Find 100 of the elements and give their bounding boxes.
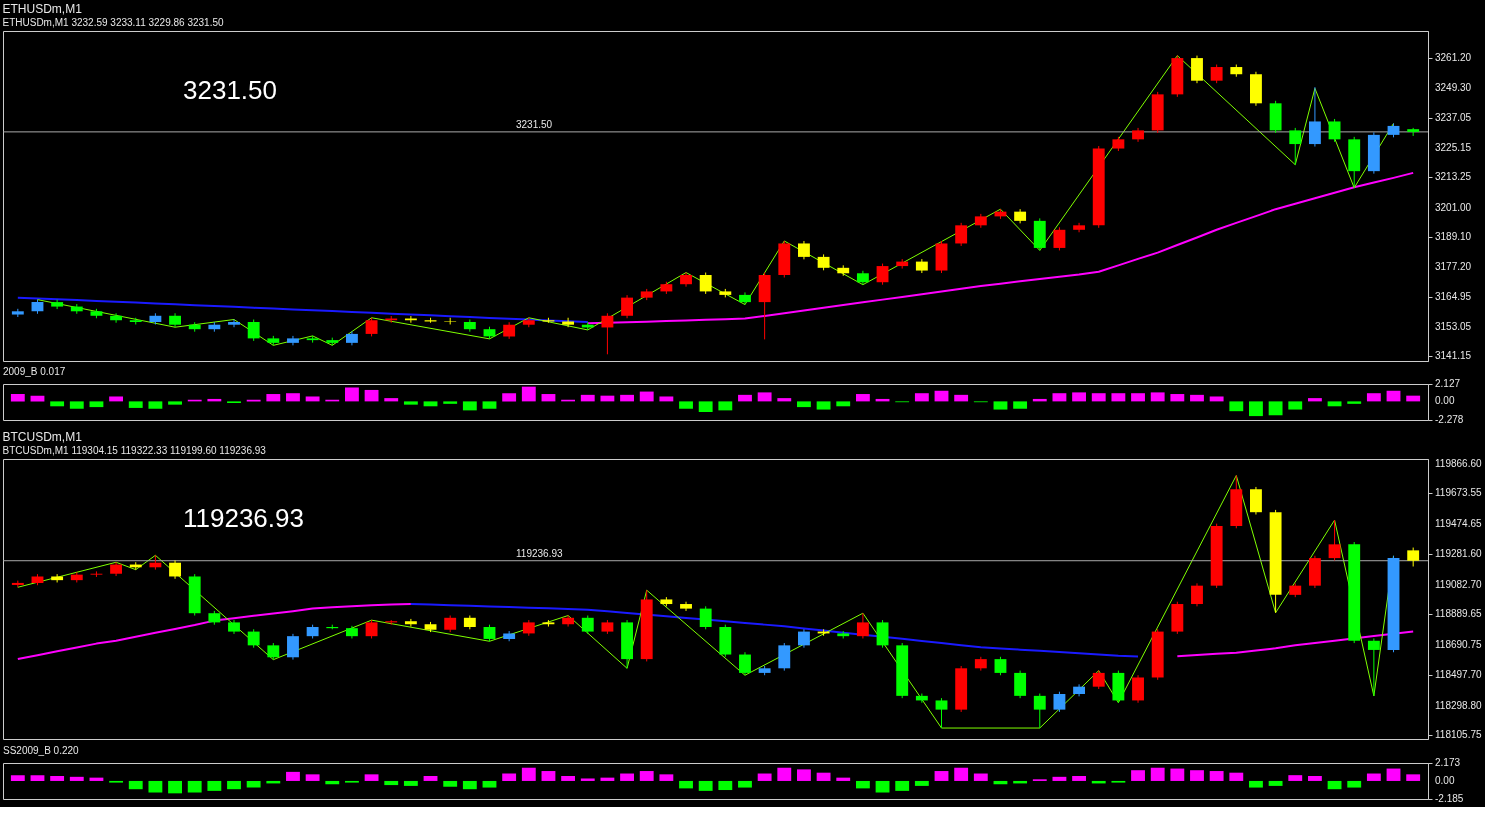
candlestick bbox=[935, 697, 948, 729]
candlestick bbox=[1191, 582, 1203, 607]
candlestick bbox=[739, 291, 751, 306]
bar bbox=[1249, 780, 1263, 788]
line-series bbox=[16, 296, 589, 323]
bar bbox=[148, 401, 163, 409]
bar bbox=[1268, 780, 1283, 786]
candlestick bbox=[1092, 670, 1105, 690]
bar bbox=[954, 767, 969, 781]
bar bbox=[1366, 773, 1381, 781]
line-series bbox=[16, 603, 412, 661]
candlestick bbox=[1328, 519, 1341, 561]
bar bbox=[620, 394, 634, 402]
candlestick bbox=[1407, 547, 1420, 567]
bar bbox=[1327, 780, 1342, 790]
bar bbox=[1347, 780, 1362, 788]
bar bbox=[384, 398, 399, 402]
bar bbox=[69, 401, 84, 409]
bar bbox=[1386, 768, 1401, 781]
bar bbox=[1170, 768, 1185, 781]
bar bbox=[1406, 774, 1421, 781]
y-tick-label: 118298.80 bbox=[1435, 699, 1482, 711]
bar bbox=[895, 780, 910, 791]
candlestick bbox=[621, 294, 633, 319]
bar bbox=[1366, 393, 1381, 402]
bar bbox=[816, 401, 831, 410]
bar bbox=[286, 771, 300, 781]
bar bbox=[580, 394, 595, 402]
bar bbox=[738, 394, 752, 402]
y-tick-label: 3189.10 bbox=[1435, 231, 1472, 243]
bar bbox=[1131, 393, 1145, 402]
bar bbox=[757, 773, 772, 781]
bar bbox=[443, 401, 458, 404]
bar bbox=[1111, 393, 1126, 402]
y-tick-label: 3225.15 bbox=[1435, 141, 1472, 153]
bar bbox=[168, 780, 182, 794]
bar bbox=[797, 769, 811, 781]
ref-line-label: 119236.93 bbox=[516, 547, 563, 559]
bar bbox=[482, 780, 497, 788]
bar bbox=[954, 394, 969, 402]
bar bbox=[1209, 771, 1224, 781]
y-tick-label: 119673.55 bbox=[1435, 487, 1482, 499]
bar bbox=[384, 780, 399, 786]
bar bbox=[286, 393, 300, 402]
chart-title: BTCUSDm,M1 bbox=[2, 429, 83, 444]
y-tick-label: 3177.20 bbox=[1435, 260, 1472, 272]
candlestick bbox=[955, 222, 968, 247]
candlestick bbox=[1132, 674, 1144, 704]
y-tick-label: 0.00 bbox=[1435, 395, 1455, 407]
ref-line-label: 3231.50 bbox=[516, 118, 553, 130]
y-tick-label: 2.127 bbox=[1435, 378, 1461, 389]
line-series bbox=[36, 55, 1395, 346]
bar bbox=[875, 780, 890, 793]
bar bbox=[207, 780, 222, 791]
y-tick-label: -2.185 bbox=[1435, 793, 1464, 804]
chart-title: ETHUSDm,M1 bbox=[2, 2, 83, 16]
bar bbox=[836, 777, 851, 781]
line-series bbox=[1176, 630, 1415, 658]
bar bbox=[797, 401, 811, 408]
bar bbox=[128, 780, 143, 790]
bar bbox=[521, 386, 536, 402]
bar bbox=[1307, 775, 1322, 781]
candlestick bbox=[876, 263, 889, 286]
candlestick bbox=[169, 559, 181, 580]
candlestick bbox=[562, 614, 575, 628]
y-tick-label: 3249.30 bbox=[1435, 81, 1472, 93]
bar bbox=[1229, 772, 1244, 781]
bar bbox=[50, 775, 65, 781]
bar bbox=[364, 389, 379, 402]
bar bbox=[580, 778, 595, 781]
y-tick-label: 3213.25 bbox=[1435, 171, 1472, 183]
chart-title: 2009_B 0.017 bbox=[3, 366, 66, 377]
bar bbox=[482, 401, 497, 409]
bar bbox=[600, 777, 615, 781]
bar bbox=[266, 394, 281, 402]
bar bbox=[1150, 392, 1165, 402]
bar bbox=[1091, 393, 1106, 402]
chart-subtitle: BTCUSDm,M1 119304.15 119322.33 119199.60 119236.93 bbox=[2, 444, 267, 456]
bar bbox=[423, 775, 438, 781]
bar bbox=[914, 780, 929, 786]
bar bbox=[777, 767, 792, 781]
bar bbox=[1288, 775, 1303, 781]
bar bbox=[679, 780, 693, 789]
candlestick bbox=[994, 656, 1007, 676]
y-tick-label: 3261.20 bbox=[1435, 52, 1472, 64]
candlestick bbox=[856, 612, 869, 639]
bar bbox=[227, 780, 241, 790]
candlestick bbox=[1308, 86, 1321, 148]
candlestick bbox=[1210, 64, 1223, 84]
candlestick bbox=[1014, 670, 1027, 699]
candlestick bbox=[562, 317, 575, 328]
bar bbox=[345, 387, 359, 402]
y-tick-label: 118889.65 bbox=[1435, 608, 1482, 620]
bar bbox=[443, 780, 458, 787]
annotation: 3231.50 bbox=[183, 75, 277, 105]
candlestick bbox=[739, 651, 751, 676]
bar bbox=[973, 773, 988, 781]
bar bbox=[561, 775, 576, 781]
bar bbox=[541, 771, 556, 781]
y-tick-label: 119474.65 bbox=[1435, 518, 1482, 530]
